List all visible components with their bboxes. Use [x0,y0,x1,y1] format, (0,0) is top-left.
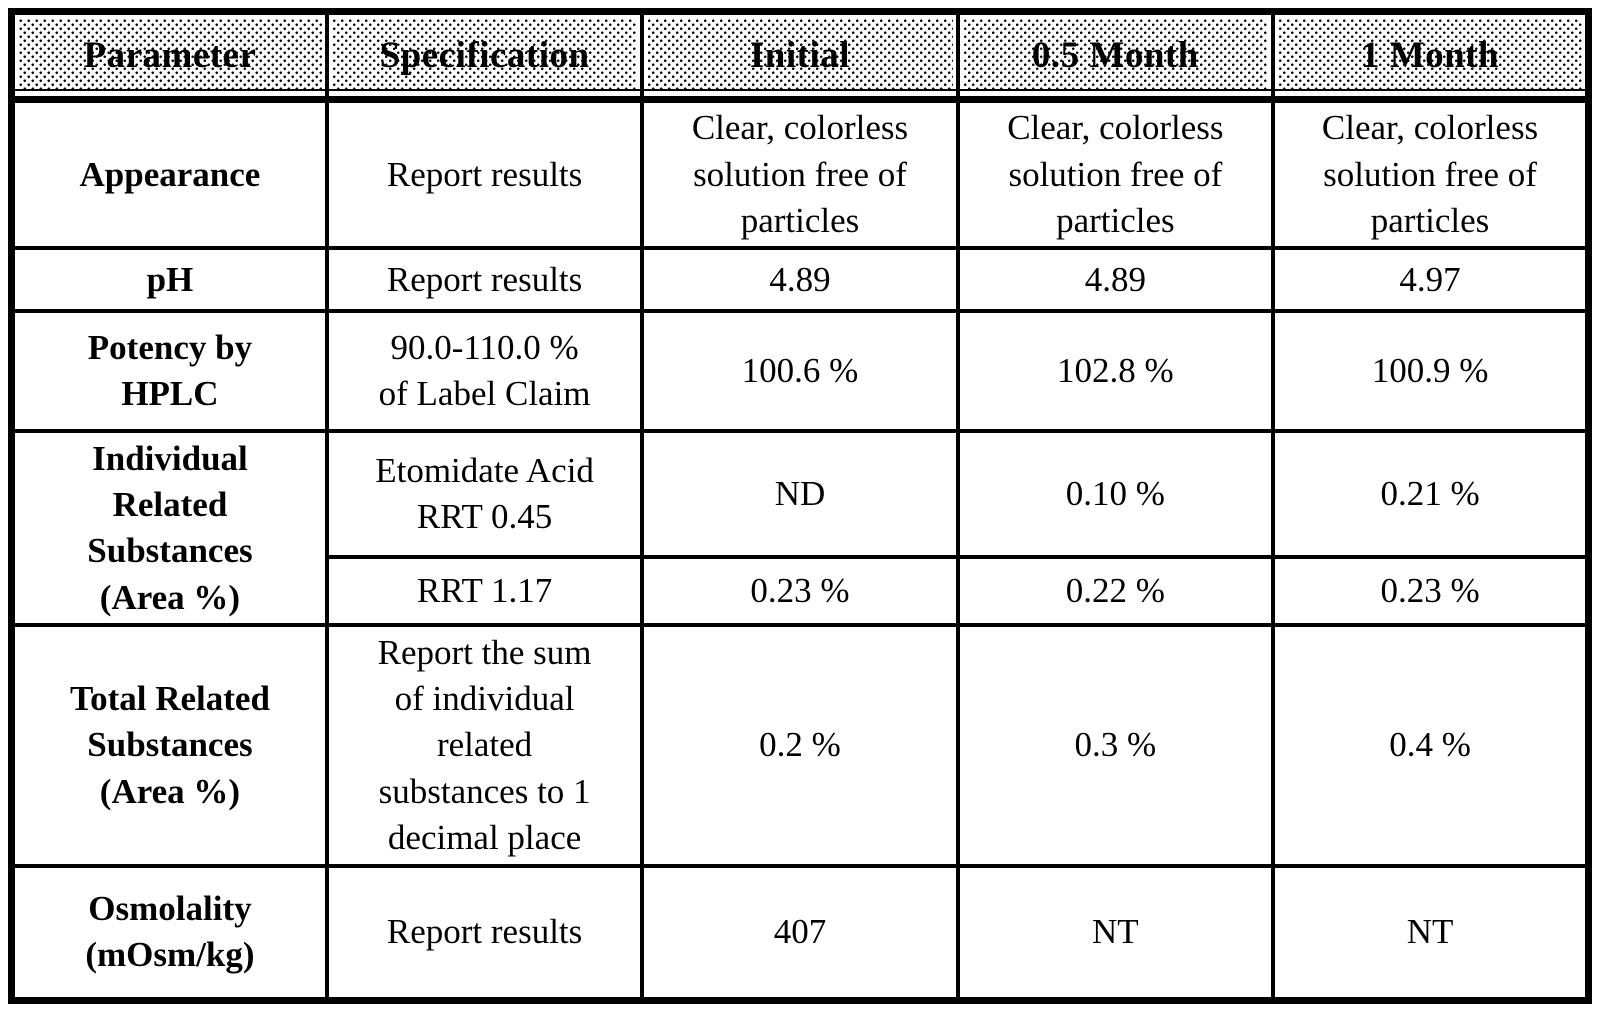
specification-cell: 90.0-110.0 % of Label Claim [324,308,645,434]
table-row-potency: Potency by HPLC 90.0-110.0 % of Label Cl… [9,308,1591,434]
specification-cell: Report the sum of individual related sub… [324,623,645,868]
value-cell-0-5-month: Clear, colorless solution free of partic… [955,97,1276,251]
parameter-cell-individual-related: Individual Related Substances (Area %) [9,429,329,628]
value-cell-0-5-month: 0.10 % [955,429,1276,560]
column-header-parameter: Parameter [9,9,329,103]
column-header-1-month: 1 Month [1271,9,1591,103]
value-cell-1-month: NT [1271,863,1591,1003]
value-cell-initial: ND [640,429,960,560]
value-cell-initial: Clear, colorless solution free of partic… [640,97,960,251]
value-cell-1-month: 0.4 % [1271,623,1591,868]
value-cell-0-5-month: 102.8 % [955,308,1276,434]
column-header-0-5-month: 0.5 Month [955,9,1276,103]
value-cell-1-month: 4.97 [1271,246,1591,313]
value-cell-0-5-month: 0.22 % [955,555,1276,628]
column-header-specification: Specification [324,9,645,103]
value-cell-1-month: 100.9 % [1271,308,1591,434]
value-cell-initial: 407 [640,863,960,1003]
specification-cell: Report results [324,97,645,251]
table-row-appearance: Appearance Report results Clear, colorle… [9,97,1591,251]
table-row-individual-related-rrt-045: Individual Related Substances (Area %) E… [9,429,1591,628]
specification-cell: Report results [324,246,645,313]
table-row-ph: pH Report results 4.89 4.89 4.97 [9,246,1591,313]
value-cell-initial: 0.2 % [640,623,960,868]
specification-cell: RRT 1.17 [324,555,645,628]
value-cell-initial: 4.89 [640,246,960,313]
parameter-cell: Potency by HPLC [9,308,329,434]
parameter-cell: pH [9,246,329,313]
value-cell-1-month: 0.21 % [1271,429,1591,560]
column-header-initial: Initial [640,9,960,103]
parameter-cell: Appearance [9,97,329,251]
value-cell-0-5-month: 0.3 % [955,623,1276,868]
table-row-total-related: Total Related Substances (Area %) Report… [9,623,1591,868]
header-row: Parameter Specification Initial 0.5 Mont… [9,9,1591,103]
value-cell-1-month: Clear, colorless solution free of partic… [1271,97,1591,251]
table-row-individual-related-rrt-117: RRT 1.17 0.23 % 0.22 % 0.23 % [12,555,1591,628]
table-row-osmolality: Osmolality (mOsm/kg) Report results 407 … [9,863,1591,1003]
parameter-cell: Osmolality (mOsm/kg) [9,863,329,1003]
value-cell-1-month: 0.23 % [1271,555,1591,628]
value-cell-0-5-month: NT [955,863,1276,1003]
specification-cell: Etomidate Acid RRT 0.45 [324,429,645,560]
specification-cell: Report results [324,863,645,1003]
value-cell-initial: 100.6 % [640,308,960,434]
value-cell-initial: 0.23 % [640,555,960,628]
parameter-cell: Total Related Substances (Area %) [9,623,329,868]
value-cell-0-5-month: 4.89 [955,246,1276,313]
stability-data-table: Parameter Specification Initial 0.5 Mont… [8,8,1592,1004]
